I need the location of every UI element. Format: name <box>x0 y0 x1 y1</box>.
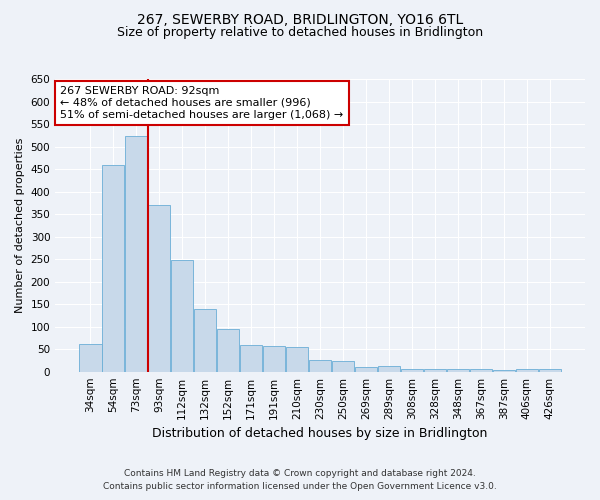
Y-axis label: Number of detached properties: Number of detached properties <box>15 138 25 313</box>
Bar <box>355 367 377 372</box>
Text: Contains public sector information licensed under the Open Government Licence v3: Contains public sector information licen… <box>103 482 497 491</box>
Bar <box>194 308 217 372</box>
Bar <box>79 344 101 372</box>
Bar <box>217 329 239 372</box>
X-axis label: Distribution of detached houses by size in Bridlington: Distribution of detached houses by size … <box>152 427 488 440</box>
Bar <box>424 369 446 372</box>
Bar <box>539 370 561 372</box>
Bar <box>148 205 170 372</box>
Bar <box>447 369 469 372</box>
Text: Size of property relative to detached houses in Bridlington: Size of property relative to detached ho… <box>117 26 483 39</box>
Bar <box>102 166 124 372</box>
Bar <box>125 136 148 372</box>
Bar <box>378 366 400 372</box>
Bar <box>493 370 515 372</box>
Text: 267 SEWERBY ROAD: 92sqm
← 48% of detached houses are smaller (996)
51% of semi-d: 267 SEWERBY ROAD: 92sqm ← 48% of detache… <box>61 86 344 120</box>
Bar <box>332 361 354 372</box>
Bar <box>515 369 538 372</box>
Bar <box>240 344 262 372</box>
Bar <box>309 360 331 372</box>
Bar <box>263 346 285 372</box>
Bar <box>286 347 308 372</box>
Text: Contains HM Land Registry data © Crown copyright and database right 2024.: Contains HM Land Registry data © Crown c… <box>124 468 476 477</box>
Bar <box>401 368 423 372</box>
Text: 267, SEWERBY ROAD, BRIDLINGTON, YO16 6TL: 267, SEWERBY ROAD, BRIDLINGTON, YO16 6TL <box>137 12 463 26</box>
Bar <box>171 260 193 372</box>
Bar <box>470 370 492 372</box>
